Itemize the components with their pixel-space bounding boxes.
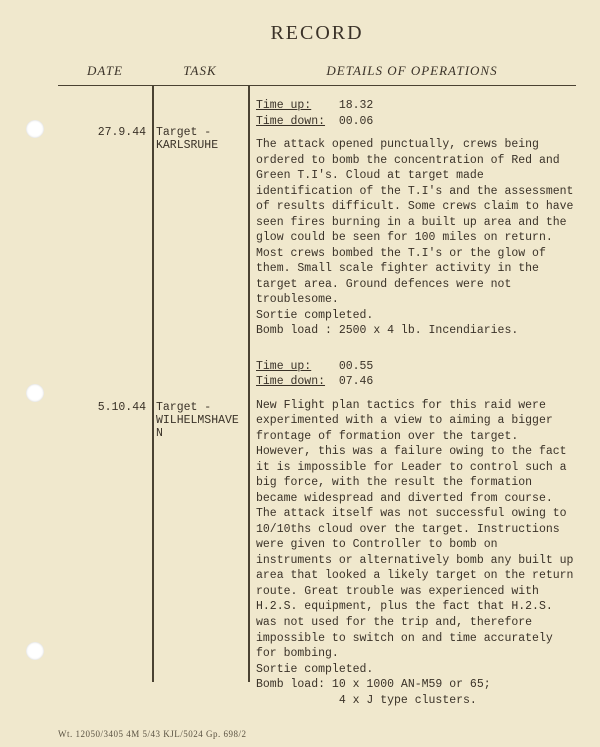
entry-details: Time up: 00.55 Time down: 07.46 New Flig… — [248, 347, 576, 716]
time-down-label: Time down: — [256, 115, 325, 128]
entry-date: 5.10.44 — [58, 347, 152, 414]
sortie-line: Sortie completed. — [256, 308, 576, 324]
time-up-value: 00.55 — [339, 360, 374, 373]
record-body: 27.9.44 Target - KARLSRUHE Time up: 18.3… — [58, 86, 576, 682]
bombload-line-2: 4 x J type clusters. — [256, 693, 576, 709]
time-up-label: Time up: — [256, 360, 311, 373]
entry-date: 27.9.44 — [58, 86, 152, 139]
column-headers: DATE TASK DETAILS OF OPERATIONS — [58, 63, 576, 85]
entry-task: Target - KARLSRUHE — [152, 86, 248, 152]
sortie-line: Sortie completed. — [256, 662, 576, 678]
print-footer: Wt. 12050/3405 4M 5/43 KJL/5024 Gp. 698/… — [58, 729, 247, 739]
record-entry: 5.10.44 Target - WILHELMSHAVEN Time up: … — [58, 347, 576, 716]
header-task: TASK — [152, 63, 248, 79]
task-target: KARLSRUHE — [156, 139, 218, 152]
header-details: DETAILS OF OPERATIONS — [248, 63, 576, 79]
time-up-label: Time up: — [256, 99, 311, 112]
time-down-value: 00.06 — [339, 115, 374, 128]
time-down-value: 07.46 — [339, 375, 374, 388]
time-down-label: Time down: — [256, 375, 325, 388]
entry-task: Target - WILHELMSHAVEN — [152, 347, 248, 440]
record-page: RECORD DATE TASK DETAILS OF OPERATIONS 2… — [0, 0, 600, 694]
entry-details: Time up: 18.32 Time down: 00.06 The atta… — [248, 86, 576, 347]
time-up-value: 18.32 — [339, 99, 374, 112]
task-label: Target - — [156, 126, 211, 139]
page-title: RECORD — [58, 22, 576, 45]
header-date: DATE — [58, 63, 152, 79]
record-entry: 27.9.44 Target - KARLSRUHE Time up: 18.3… — [58, 86, 576, 347]
entry-body-text: New Flight plan tactics for this raid we… — [256, 398, 576, 662]
entry-body-text: The attack opened punctually, crews bein… — [256, 137, 576, 308]
bombload-line: Bomb load: 10 x 1000 AN-M59 or 65; — [256, 677, 576, 693]
bombload-line: Bomb load : 2500 x 4 lb. Incendiaries. — [256, 323, 576, 339]
task-label: Target - — [156, 401, 211, 414]
task-target: WILHELMSHAVEN — [156, 414, 239, 440]
